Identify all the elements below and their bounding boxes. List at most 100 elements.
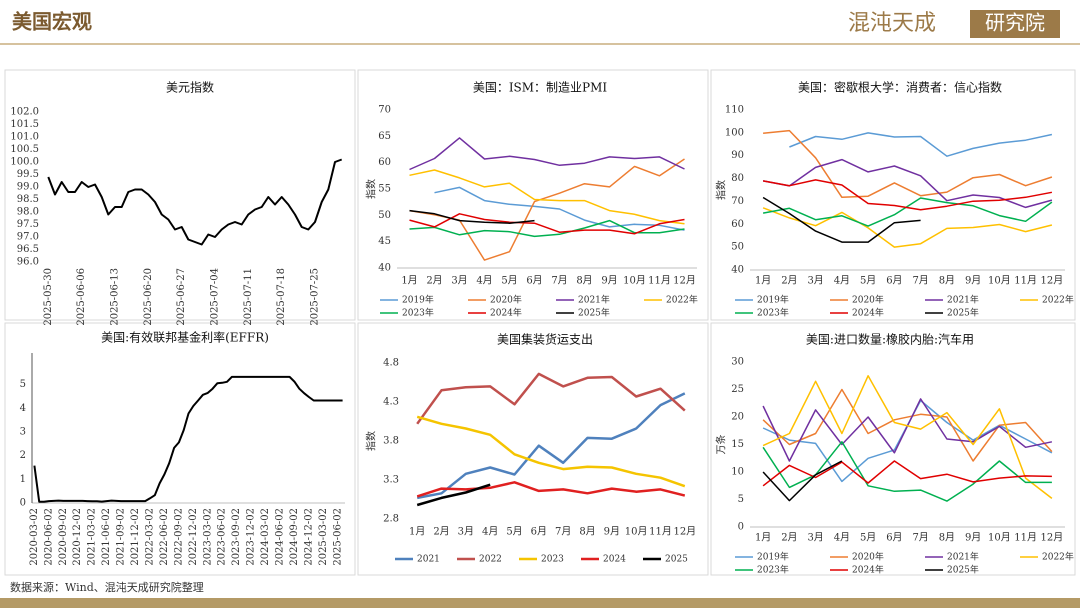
x-tick-label: 9月 <box>965 275 981 287</box>
x-tick-label: 4月 <box>482 526 498 538</box>
x-tick-label: 2025-06-27 <box>176 268 187 326</box>
y-tick-label: 60 <box>378 157 391 168</box>
y-tick-label: 20 <box>731 412 744 423</box>
chart-title: 美国集装货运支出 <box>497 332 593 347</box>
y-tick-label: 55 <box>378 184 391 195</box>
y-tick-label: 60 <box>731 219 744 230</box>
legend-label: 2025年 <box>578 307 610 319</box>
line-series <box>763 129 1053 199</box>
y-tick-label: 3 <box>20 427 26 438</box>
y-tick-label: 2 <box>20 450 26 461</box>
line-series <box>434 186 685 231</box>
legend-label: 2020年 <box>852 294 884 306</box>
logo-suffix: 研究院 <box>985 11 1045 35</box>
line-series <box>416 415 686 488</box>
x-tick-label: 2025-07-25 <box>310 268 321 326</box>
x-tick-label: 3月 <box>807 532 823 544</box>
x-tick-label: 9月 <box>601 275 617 287</box>
x-tick-label: 5月 <box>860 275 876 287</box>
y-tick-label: 99.5 <box>17 169 39 180</box>
y-tick-label: 4.3 <box>383 397 399 408</box>
line-series <box>762 375 1053 499</box>
x-tick-label: 7月 <box>912 532 928 544</box>
y-axis-label: 指数 <box>365 179 378 199</box>
x-tick-label: 2月 <box>433 526 449 538</box>
y-tick-label: 70 <box>731 196 744 207</box>
x-tick-label: 1月 <box>755 532 771 544</box>
y-tick-label: 10 <box>731 467 744 478</box>
x-tick-label: 2024-06-02 <box>274 508 285 566</box>
panel <box>710 69 1076 321</box>
line-series <box>416 481 686 498</box>
line-series <box>416 372 686 425</box>
line-series <box>789 132 1053 157</box>
x-tick-label: 7月 <box>555 526 571 538</box>
y-tick-label: 102.0 <box>10 107 39 118</box>
chart-title: 美国：密歇根大学：消费者：信心指数 <box>798 80 1002 95</box>
y-tick-label: 96.0 <box>17 257 39 268</box>
x-tick-label: 7月 <box>551 275 567 287</box>
y-tick-label: 100 <box>725 127 744 138</box>
x-tick-label: 11月 <box>648 275 671 287</box>
x-tick-label: 5月 <box>501 275 517 287</box>
y-tick-label: 3.8 <box>383 436 399 447</box>
chart-title: 美国:进口数量:橡胶内胎:汽车用 <box>806 332 974 347</box>
x-tick-label: 2021-06-02 <box>101 508 112 566</box>
x-tick-label: 10月 <box>623 275 646 287</box>
x-tick-label: 9月 <box>965 532 981 544</box>
x-tick-label: 5月 <box>860 532 876 544</box>
y-tick-label: 50 <box>378 210 391 221</box>
x-tick-label: 2024-03-02 <box>260 508 271 566</box>
x-tick-label: 2025-07-04 <box>210 268 221 326</box>
y-tick-label: 98.5 <box>17 194 39 205</box>
chart-title: 美元指数 <box>166 80 214 95</box>
x-tick-label: 6月 <box>886 532 902 544</box>
line-series <box>409 169 685 225</box>
legend-label: 2025年 <box>947 564 979 576</box>
legend-label: 2021年 <box>578 294 610 306</box>
legend-label: 2023年 <box>757 564 789 576</box>
y-tick-label: 90 <box>731 150 744 161</box>
line-series <box>762 460 1052 487</box>
x-tick-label: 1月 <box>401 275 417 287</box>
x-tick-label: 8月 <box>579 526 595 538</box>
legend-label: 2024 <box>603 555 626 565</box>
x-tick-label: 8月 <box>939 532 955 544</box>
y-tick-label: 97.5 <box>17 219 39 230</box>
x-tick-label: 2025-07-18 <box>276 268 287 326</box>
source-note: 数据来源：Wind、混沌天成研究院整理 <box>10 580 204 594</box>
x-tick-label: 2025-06-20 <box>143 268 154 326</box>
legend-label: 2022年 <box>1042 551 1074 563</box>
x-tick-label: 2022-09-02 <box>173 508 184 566</box>
x-tick-label: 2020-12-02 <box>72 508 83 566</box>
x-tick-label: 12月 <box>1041 532 1064 544</box>
line-series <box>33 375 343 503</box>
x-tick-label: 6月 <box>886 275 902 287</box>
x-tick-label: 2023-12-02 <box>246 508 257 566</box>
x-tick-label: 8月 <box>939 275 955 287</box>
x-tick-label: 2023-06-02 <box>217 508 228 566</box>
x-tick-label: 2025-05-30 <box>43 268 54 326</box>
y-tick-label: 98.0 <box>17 207 39 218</box>
x-tick-label: 2月 <box>426 275 442 287</box>
legend-label: 2020年 <box>490 294 522 306</box>
y-tick-label: 0 <box>738 522 744 533</box>
x-tick-label: 2021-03-02 <box>87 508 98 566</box>
y-tick-label: 100.0 <box>10 157 39 168</box>
logo-text: 混沌天成 <box>848 11 936 36</box>
x-tick-label: 2024-09-02 <box>289 508 300 566</box>
legend-label: 2024年 <box>852 564 884 576</box>
y-tick-label: 1 <box>20 474 26 485</box>
x-tick-label: 2025-06-06 <box>76 268 87 326</box>
panel <box>710 322 1076 576</box>
legend-label: 2019年 <box>757 294 789 306</box>
x-tick-label: 5月 <box>506 526 522 538</box>
legend-label: 2022 <box>479 555 502 565</box>
y-tick-label: 3.3 <box>383 475 399 486</box>
legend-label: 2019年 <box>757 551 789 563</box>
y-tick-label: 2.8 <box>383 514 399 525</box>
legend-label: 2023 <box>541 555 564 565</box>
x-tick-label: 11月 <box>1014 532 1037 544</box>
